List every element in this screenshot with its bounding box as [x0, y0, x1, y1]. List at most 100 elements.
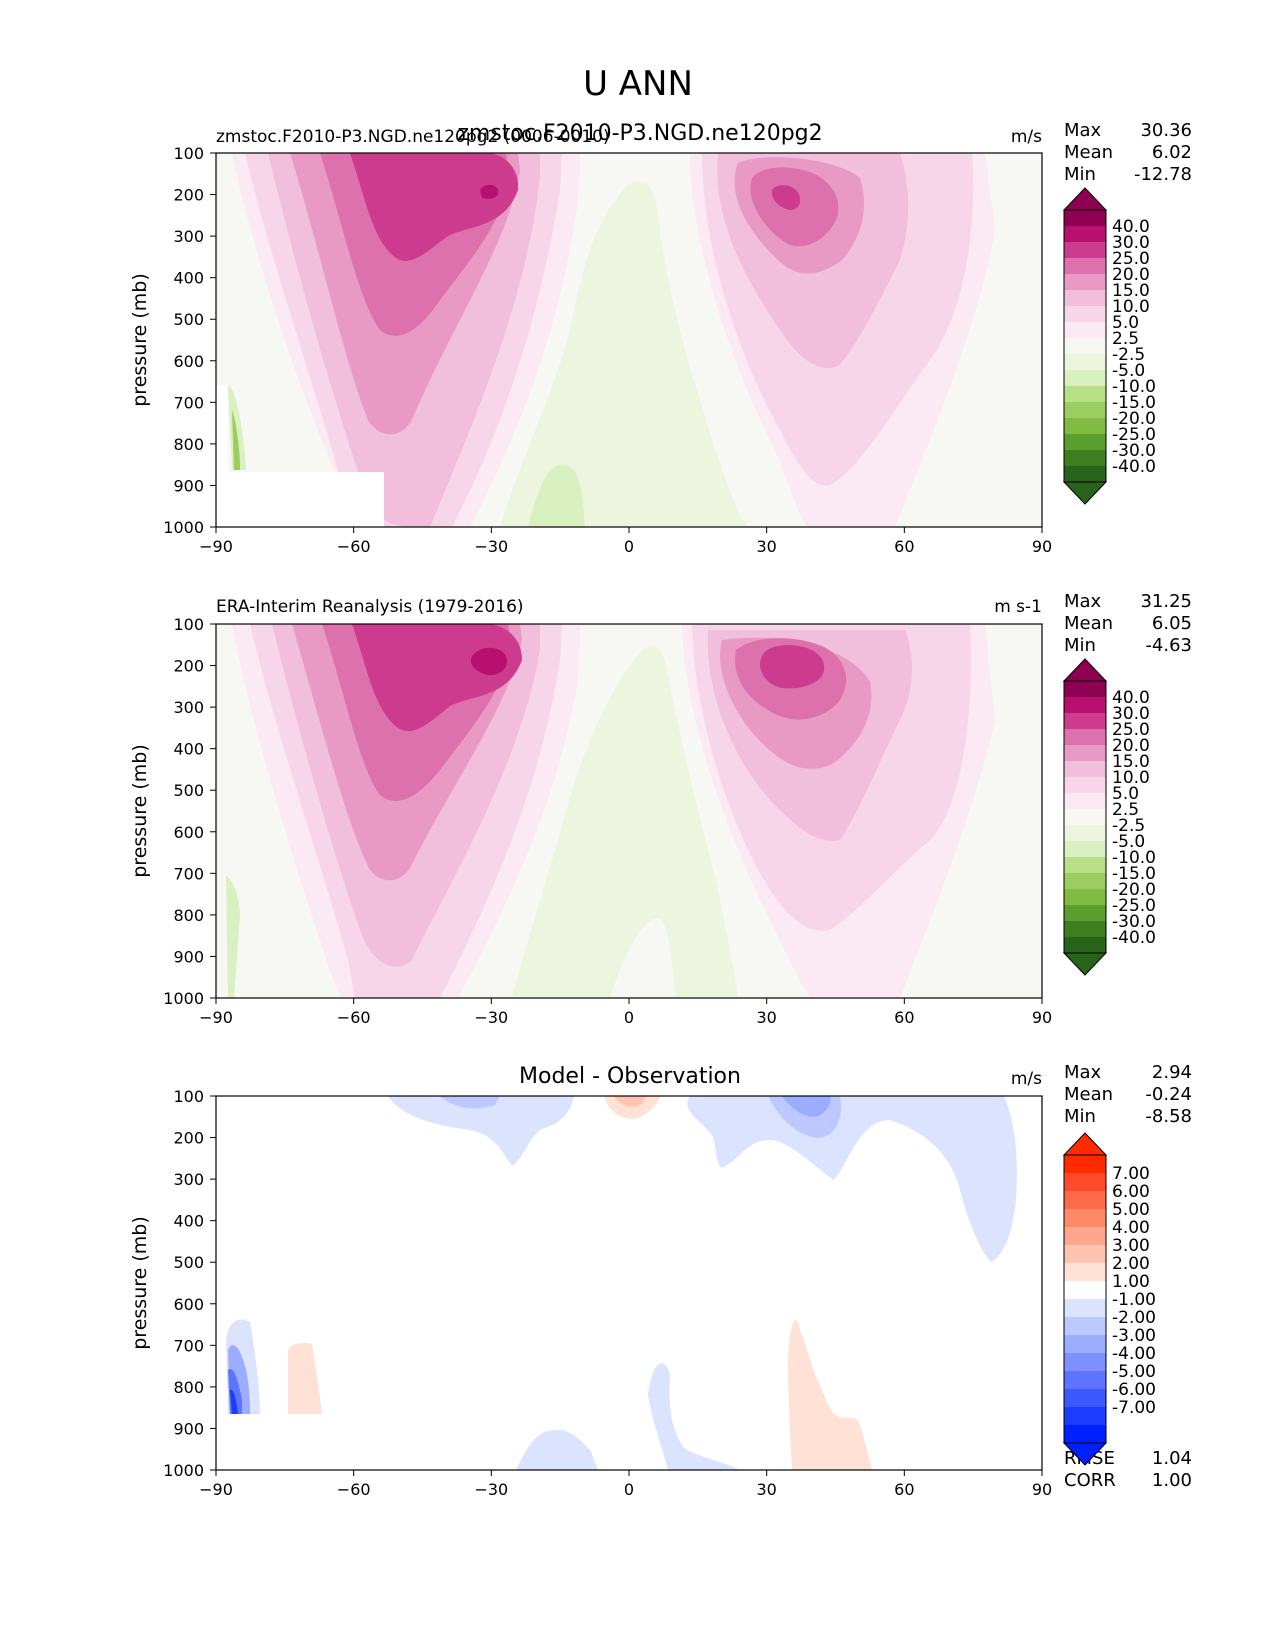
panel-test-ytick-label-8: 900 — [173, 476, 204, 495]
panel-difference-units: m/s — [1011, 1069, 1042, 1089]
panel-reference-contour-sh-40 — [470, 647, 507, 676]
panel-difference-colorbar-swatch-13 — [1064, 1389, 1106, 1408]
panel-reference-xtick-label-4: 30 — [756, 1008, 776, 1027]
panel-difference-colorbar-swatch-7 — [1064, 1281, 1106, 1300]
panel-reference-colorbar-swatch-4 — [1064, 745, 1106, 762]
panel-test-stat-min-value: -12.78 — [1134, 164, 1192, 185]
panel-test-contour-tropical-easterly-strong — [528, 464, 585, 527]
panel-reference-colorbar-extend-min — [1062, 952, 1108, 976]
panel-difference-colorbar-swatch-1 — [1064, 1173, 1106, 1192]
panel-reference-xtick-label-1: −60 — [337, 1008, 371, 1027]
panel-difference-ytick-label-0: 100 — [173, 1087, 204, 1106]
panel-difference-colorbar-label-3: 4.00 — [1112, 1218, 1150, 1238]
panel-reference-colorbar-label-4: 15.0 — [1112, 752, 1150, 772]
panel-reference-colorbar-label-10: -10.0 — [1112, 848, 1156, 868]
panel-reference-colorbar-label-6: 5.0 — [1112, 784, 1139, 804]
panel-difference-missing-data — [216, 1414, 384, 1470]
panel-difference-ytick-label-1: 200 — [173, 1129, 204, 1148]
panel-difference-xtick-label-0: −90 — [199, 1480, 233, 1499]
panel-difference-colorbar-label-6: 1.00 — [1112, 1272, 1150, 1292]
panel-reference-xtick-label-6: 90 — [1032, 1008, 1052, 1027]
panel-difference-contour-nh-upper-minus3 — [782, 1096, 831, 1117]
panel-difference-contour-nh-upper-minus1 — [687, 1096, 1017, 1262]
panel-test-ytick-label-3: 400 — [173, 269, 204, 288]
panel-test-xtick-label-6: 90 — [1032, 537, 1052, 556]
panel-difference-xtick-label-5: 60 — [894, 1480, 914, 1499]
panel-reference-colorbar-label-12: -20.0 — [1112, 880, 1156, 900]
panel-test-ytick-label-0: 100 — [173, 144, 204, 163]
panel-test-colorbar-label-10: -10.0 — [1112, 377, 1156, 397]
panel-difference-colorbar-swatch-6 — [1064, 1263, 1106, 1282]
panel-test-colorbar-swatch-6 — [1064, 306, 1106, 323]
panel-difference-stat-min-label: Min — [1064, 1106, 1096, 1127]
panel-difference-xtick-label-3: 0 — [624, 1480, 634, 1499]
panel-test-colorbar-extend-min — [1062, 481, 1108, 505]
panel-difference-rmse-value: 1.04 — [1152, 1448, 1192, 1469]
panel-test-colorbar-swatch-3 — [1064, 258, 1106, 275]
panel-test-colorbar-label-14: -30.0 — [1112, 441, 1156, 461]
panel-test-ytick-label-7: 800 — [173, 435, 204, 454]
panel-difference-stat-min-value: -8.58 — [1145, 1106, 1192, 1127]
panel-reference-contour-tropical-easterly — [512, 645, 738, 998]
panel-reference-ytick-label-8: 900 — [173, 947, 204, 966]
panel-test-ytick-label-9: 1000 — [163, 518, 204, 537]
panel-difference-ytick-label-5: 600 — [173, 1295, 204, 1314]
panel-reference-ytick-label-4: 500 — [173, 781, 204, 800]
panel-test-ylabel: pressure (mb) — [129, 273, 151, 407]
panel-test-units: m/s — [1011, 127, 1042, 147]
panel-difference-colorbar-frame — [1063, 1154, 1107, 1444]
panel-test-xtick-label-5: 60 — [894, 537, 914, 556]
panel-test-colorbar-swatch-0 — [1064, 210, 1106, 227]
panel-test-colorbar-label-15: -40.0 — [1112, 457, 1156, 477]
panel-difference-corr-label: CORR — [1064, 1470, 1116, 1491]
panel-test-colorbar-swatch-13 — [1064, 418, 1106, 435]
panel-test-colorbar-label-0: 40.0 — [1112, 217, 1150, 237]
panel-difference-corr-value: 1.00 — [1152, 1470, 1192, 1491]
panel-test-colorbar-label-5: 10.0 — [1112, 297, 1150, 317]
panel-reference-colorbar-swatch-9 — [1064, 825, 1106, 842]
panel-difference-stat-mean-label: Mean — [1064, 1084, 1113, 1105]
panel-test-ytick-label-1: 200 — [173, 186, 204, 205]
panel-test-colorbar-swatch-8 — [1064, 338, 1106, 355]
panel-reference-colorbar-swatch-15 — [1064, 921, 1106, 938]
panel-difference-colorbar-label-2: 5.00 — [1112, 1200, 1150, 1220]
panel-reference-colorbar-label-0: 40.0 — [1112, 688, 1150, 708]
panel-test-colorbar-label-2: 25.0 — [1112, 249, 1150, 269]
panel-test-colorbar-label-12: -20.0 — [1112, 409, 1156, 429]
panel-reference-colorbar-swatch-0 — [1064, 681, 1106, 698]
panel-test-missing-data-lower — [216, 472, 384, 527]
panel-test-stat-mean-label: Mean — [1064, 142, 1113, 163]
panel-test-colorbar-label-4: 15.0 — [1112, 281, 1150, 301]
panel-difference-colorbar-swatch-3 — [1064, 1209, 1106, 1228]
panel-test-contour-sh-40 — [480, 184, 499, 199]
panel-difference-colorbar-label-13: -7.00 — [1112, 1398, 1156, 1418]
panel-difference-contour-sh-upper-minus2 — [440, 1096, 500, 1109]
panel-difference-contour-sh-upper-minus1 — [388, 1096, 574, 1166]
panel-reference-xtick-label-5: 60 — [894, 1008, 914, 1027]
panel-reference-colorbar-swatch-1 — [1064, 697, 1106, 714]
panel-difference-colorbar-swatch-0 — [1064, 1155, 1106, 1174]
panel-reference-ytick-label-2: 300 — [173, 698, 204, 717]
panel-reference-ytick-label-1: 200 — [173, 657, 204, 676]
panel-difference-colorbar-label-1: 6.00 — [1112, 1182, 1150, 1202]
panel-difference-contour-sh-plus1 — [288, 1342, 322, 1414]
panel-reference-left-title: ERA-Interim Reanalysis (1979-2016) — [216, 597, 524, 617]
panel-difference-ytick-label-6: 700 — [173, 1336, 204, 1355]
panel-reference-stat-mean-label: Mean — [1064, 613, 1113, 634]
panel-difference-contour-sh-lower-minus1 — [516, 1429, 598, 1470]
panel-difference-colorbar-label-10: -4.00 — [1112, 1344, 1156, 1364]
panel-reference-colorbar-swatch-16 — [1064, 937, 1106, 954]
panel-test-contour-sh-polar-easterly-strong — [232, 410, 240, 470]
panel-test-colorbar-swatch-16 — [1064, 466, 1106, 483]
panel-reference-colorbar-swatch-3 — [1064, 729, 1106, 746]
panel-test-left-title: zmstoc.F2010-P3.NGD.ne120pg2 (0006-0010) — [216, 127, 610, 147]
panel-test-ytick-label-5: 600 — [173, 352, 204, 371]
panel-difference-colorbar-swatch-9 — [1064, 1317, 1106, 1336]
panel-difference-colorbar-swatch-8 — [1064, 1299, 1106, 1318]
panel-difference-background — [216, 1096, 1042, 1470]
panel-test-colorbar-swatch-2 — [1064, 242, 1106, 259]
generated-axes-and-colorbars: −90 −60 −30 0 30 60 90100200300400500600700800… — [163, 144, 1156, 1499]
panel-test-contour-nh-30 — [771, 185, 801, 210]
panel-reference-ytick-label-0: 100 — [173, 615, 204, 634]
panel-test-colorbar-extend-max — [1062, 187, 1108, 211]
